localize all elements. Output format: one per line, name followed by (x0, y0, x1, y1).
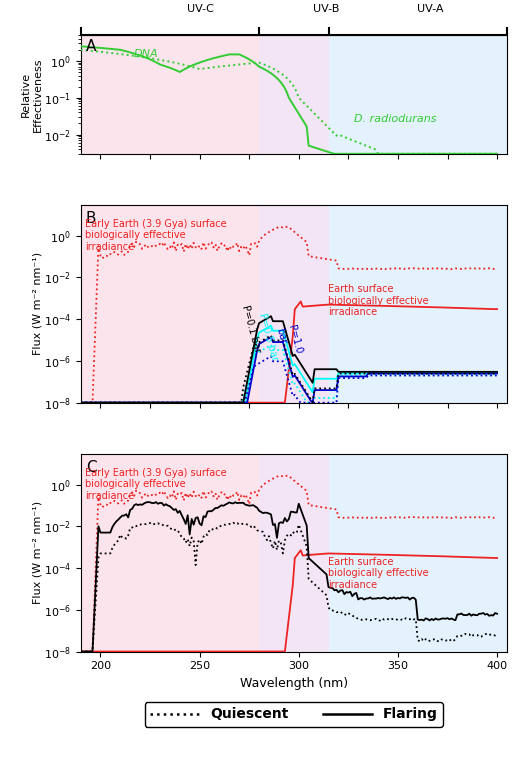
Text: Earth surface
biologically effective
irradiance: Earth surface biologically effective irr… (328, 284, 428, 317)
Bar (259, 35, 329, 154)
Y-axis label: Relative
Effectiveness: Relative Effectiveness (21, 57, 43, 132)
Bar (329, 205, 507, 403)
Bar (81, 454, 259, 651)
Y-axis label: Flux (W m⁻² nm⁻¹): Flux (W m⁻² nm⁻¹) (32, 501, 42, 604)
Bar (259, 205, 329, 403)
Text: D. radiodurans: D. radiodurans (354, 114, 437, 124)
Text: Early Earth (3.9 Gya) surface
biologically effective
irradiance: Early Earth (3.9 Gya) surface biological… (85, 219, 227, 252)
Bar (81, 205, 259, 403)
Text: C: C (86, 460, 96, 475)
Bar (329, 35, 507, 154)
Text: B: B (86, 211, 96, 226)
Text: UV-C: UV-C (187, 4, 213, 14)
X-axis label: Wavelength (nm): Wavelength (nm) (240, 677, 348, 690)
Text: DNA: DNA (134, 48, 159, 59)
Bar (259, 454, 329, 651)
Y-axis label: Flux (W m⁻² nm⁻¹): Flux (W m⁻² nm⁻¹) (32, 252, 42, 355)
Text: P=0.5 bar: P=0.5 bar (257, 312, 280, 362)
Text: UV-A: UV-A (417, 4, 444, 14)
Text: P=1.0
bar: P=1.0 bar (275, 323, 303, 358)
Text: Earth surface
biologically effective
irradiance: Earth surface biologically effective irr… (328, 557, 428, 590)
Text: P=0.1 bar: P=0.1 bar (240, 304, 263, 354)
Text: UV-B: UV-B (313, 4, 339, 14)
Bar (329, 454, 507, 651)
Bar (81, 35, 259, 154)
Text: A: A (86, 39, 96, 54)
Text: Early Earth (3.9 Gya) surface
biologically effective
irradiance: Early Earth (3.9 Gya) surface biological… (85, 468, 227, 501)
Legend: Quiescent, Flaring: Quiescent, Flaring (145, 702, 443, 727)
